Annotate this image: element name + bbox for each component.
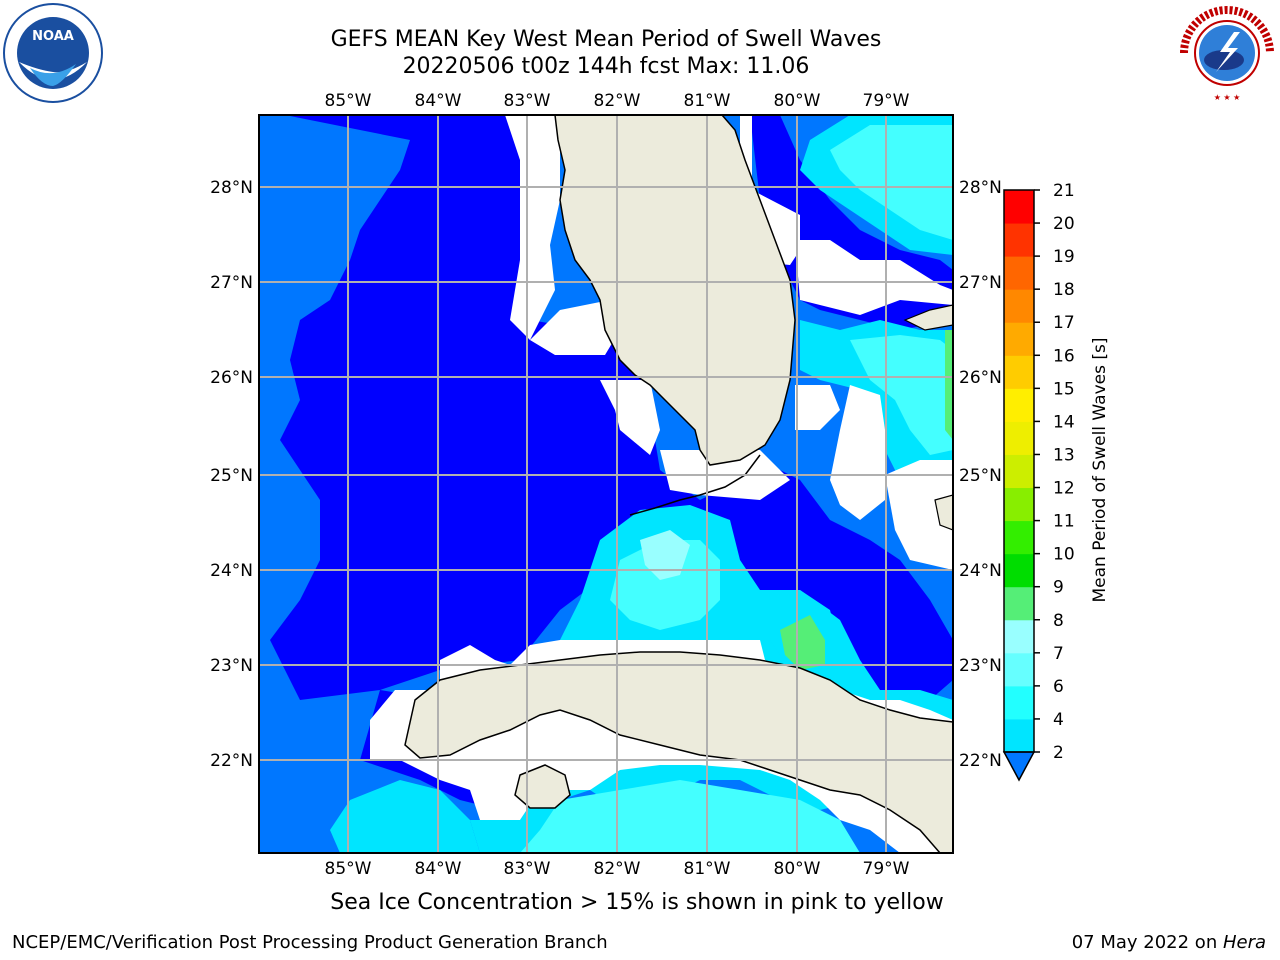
lon-label-bottom-81w: 81°W [684,859,731,879]
colorbar-segment [1004,190,1034,224]
lat-label-left-28n: 28°N [210,178,253,198]
ocean-deep-blue [270,115,953,810]
colorbar-segment [1004,718,1034,753]
footer-credit: NCEP/EMC/Verification Post Processing Pr… [12,932,608,953]
lon-label-bottom-85w: 85°W [325,859,372,879]
colorbar-segment [1004,322,1034,356]
colorbar-segment [1004,421,1034,455]
chart-subtitle: 20220506 t00z 144h fcst Max: 11.06 [402,54,810,79]
colorbar-segment [1004,355,1034,389]
lon-label-top-80w: 80°W [774,91,821,111]
ocean-aqua-south [520,780,860,853]
colorbar-tick-label: 18 [1053,280,1075,300]
lat-label-left-24n: 24°N [210,561,253,581]
footer-date-text: 07 May 2022 on [1071,932,1223,953]
lon-labels-top: 85°W 84°W 83°W 82°W 81°W 80°W 79°W [325,91,910,111]
colorbar-tick-label: 17 [1053,313,1075,333]
sea-ice-note: Sea Ice Concentration > 15% is shown in … [330,890,944,915]
ocean-green-cuba-north [780,615,825,670]
ocean-pale-aqua [640,530,690,580]
lon-label-bottom-82w: 82°W [594,859,641,879]
lat-label-left-25n: 25°N [210,466,253,486]
lat-label-left-26n: 26°N [210,368,253,388]
colorbar-frame [1003,189,1035,753]
colorbar-segment [1004,256,1034,290]
colorbar-segment [1004,586,1034,621]
colorbar-tick-label: 9 [1053,578,1064,598]
colorbar-tick-label: 20 [1053,214,1075,234]
lat-label-right-25n: 25°N [959,466,1002,486]
lon-label-top-84w: 84°W [415,91,462,111]
lat-label-left-27n: 27°N [210,273,253,293]
colorbar-tick-label: 19 [1053,247,1075,267]
svg-text:★ ★ ★: ★ ★ ★ [1214,93,1241,102]
lon-label-bottom-84w: 84°W [415,859,462,879]
ocean-aqua-east-north [830,125,953,240]
colorbar-segment [1004,619,1034,654]
land-bahamas [903,304,953,531]
lon-label-top-79w: 79°W [863,91,910,111]
lon-labels-bottom: 85°W 84°W 83°W 82°W 81°W 80°W 79°W [325,859,910,879]
colorbar-tick-label: 16 [1053,346,1075,366]
colorbar-segment [1004,223,1034,257]
colorbar-tick-label: 11 [1053,512,1075,532]
footer-date: 07 May 2022 on Hera [1072,932,1266,953]
colorbar-segment [1004,553,1034,588]
colorbar-tick-label: 7 [1053,644,1064,664]
land-isla-juventud [514,764,571,809]
lat-labels-right: 28°N 27°N 26°N 25°N 24°N 23°N 22°N [959,178,1002,771]
colorbar-segment [1004,289,1034,323]
footer-machine: Hera [1222,932,1266,953]
colorbar-tick-label: 6 [1053,677,1064,697]
colorbar-extend-triangle [1002,751,1036,782]
lat-label-right-27n: 27°N [959,273,1002,293]
lon-label-bottom-83w: 83°W [504,859,551,879]
chart-title: GEFS MEAN Key West Mean Period of Swell … [330,27,882,52]
lat-label-right-28n: 28°N [959,178,1002,198]
lat-label-left-22n: 22°N [210,751,253,771]
lat-label-right-23n: 23°N [959,656,1002,676]
colorbar-segment [1004,520,1034,555]
lon-label-bottom-79w: 79°W [863,859,910,879]
colorbar: 2 4 6 7 8 9 10 11 12 13 14 15 16 17 18 19 20 21 [1002,181,1075,782]
colorbar-tick-label: 13 [1053,445,1075,465]
lat-label-right-26n: 26°N [959,368,1002,388]
lon-label-bottom-80w: 80°W [774,859,821,879]
lon-label-top-83w: 83°W [504,91,551,111]
ocean-aqua-straits [610,540,720,630]
colorbar-segment [1004,652,1034,687]
colorbar-tick-label: 15 [1053,379,1075,399]
map-plot-area [259,115,953,853]
lat-label-left-23n: 23°N [210,656,253,676]
lon-label-top-85w: 85°W [325,91,372,111]
colorbar-segment [1004,388,1034,422]
colorbar-tick-label: 10 [1053,545,1075,565]
map-frame [258,114,954,854]
colorbar-segment [1004,487,1034,522]
colorbar-tick-label: 21 [1053,181,1075,201]
noaa-logo: NOAA [3,3,103,103]
colorbar-tick-label: 2 [1053,743,1064,763]
colorbar-segment [1004,685,1034,720]
ocean-green-east-edge [945,330,953,440]
colorbar-tick-label: 12 [1053,479,1075,499]
colorbar-tick-label: 14 [1053,412,1075,432]
ocean-cyan-southwest [330,780,480,853]
lat-label-right-22n: 22°N [959,751,1002,771]
lon-label-top-82w: 82°W [594,91,641,111]
colorbar-tick-label: 8 [1053,611,1064,631]
gridlines [259,115,953,853]
ocean-aqua-east-mid [850,335,953,455]
noaa-logo-text: NOAA [32,29,74,44]
lon-label-top-81w: 81°W [684,91,731,111]
colorbar-label: Mean Period of Swell Waves [s] [1090,338,1110,603]
land-cuba [404,651,953,853]
colorbar-segment [1004,454,1034,489]
nws-logo: ★ ★ ★ [1178,4,1276,102]
lat-label-right-24n: 24°N [959,561,1002,581]
lat-labels-left: 28°N 27°N 26°N 25°N 24°N 23°N 22°N [210,178,253,771]
colorbar-tick-label: 4 [1053,710,1064,730]
